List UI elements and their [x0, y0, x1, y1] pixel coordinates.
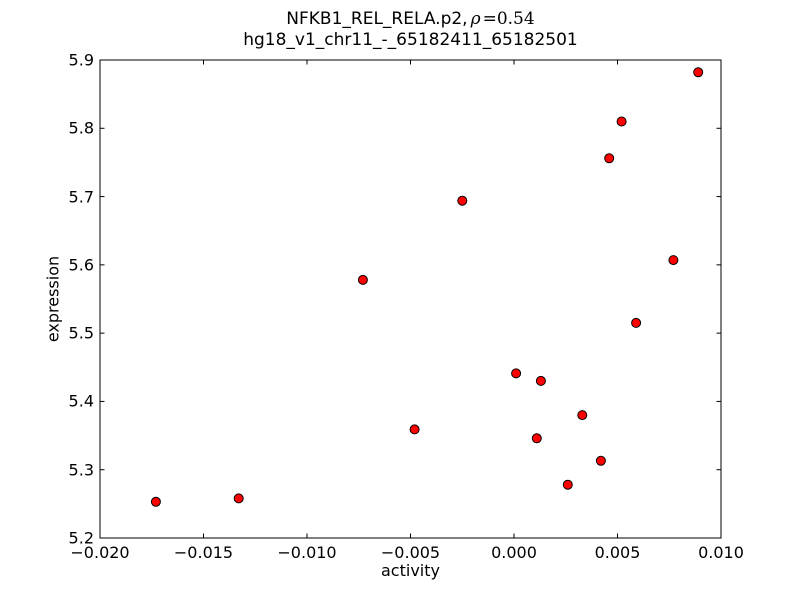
- data-point: [631, 317, 642, 328]
- data-point: [668, 255, 679, 266]
- y-tick-label: 5.9: [68, 50, 94, 70]
- data-point: [531, 433, 542, 444]
- chart-title-line1: NFKB1_REL_RELA.p2, ρ =0.54: [100, 9, 721, 30]
- y-tick-label: 5.3: [68, 460, 94, 480]
- x-axis-label: activity: [381, 561, 440, 580]
- y-axis-label: expression: [43, 255, 63, 343]
- data-point: [604, 153, 615, 164]
- x-tick-label: −0.015: [173, 543, 234, 562]
- x-tick-label: −0.020: [70, 543, 130, 562]
- data-point: [693, 67, 704, 78]
- data-point: [409, 424, 420, 435]
- data-point: [535, 375, 546, 386]
- data-point: [577, 410, 588, 421]
- data-point: [457, 195, 468, 206]
- data-point: [595, 455, 606, 466]
- data-point: [562, 479, 573, 490]
- x-tick-label: −0.010: [277, 543, 337, 562]
- chart-title: NFKB1_REL_RELA.p2, ρ =0.54 hg18_v1_chr11_-…: [100, 9, 721, 51]
- y-tick-label: 5.5: [68, 323, 94, 343]
- y-tick-label: 5.7: [68, 187, 94, 207]
- chart-subtitle: hg18_v1_chr11_-_65182411_65182501: [243, 30, 578, 50]
- x-tick-label: 0.010: [698, 543, 744, 562]
- data-point: [511, 368, 522, 379]
- x-tick-label: 0.000: [491, 543, 537, 562]
- x-tick-label: 0.005: [594, 543, 641, 562]
- y-tick-label: 5.8: [68, 118, 94, 138]
- rho-value: =0.54: [482, 9, 535, 29]
- data-point: [616, 116, 627, 127]
- y-tick-label: 5.6: [68, 255, 94, 275]
- data-point: [357, 274, 368, 285]
- x-tick-label: −0.005: [380, 543, 441, 562]
- chart-title-text: NFKB1_REL_RELA.p2,: [286, 9, 468, 29]
- data-point: [233, 493, 244, 504]
- rho-symbol: ρ: [470, 9, 481, 29]
- y-tick-label: 5.2: [68, 528, 94, 548]
- y-tick-label: 5.4: [68, 391, 94, 411]
- axes-frame: [99, 59, 722, 539]
- data-point: [150, 496, 161, 507]
